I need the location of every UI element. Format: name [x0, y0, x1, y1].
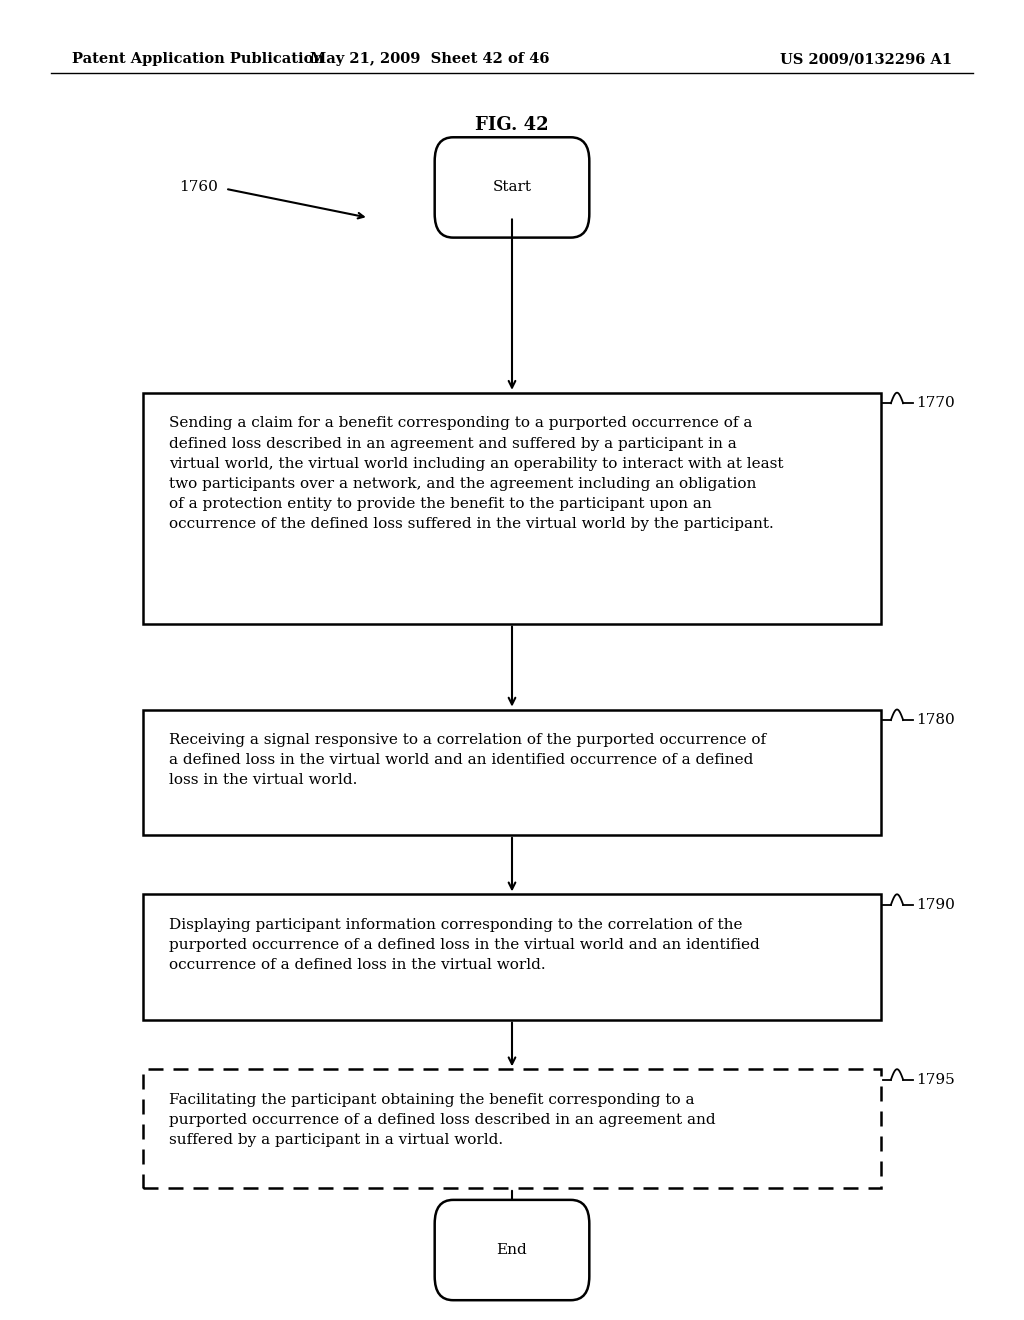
Bar — [143, 1069, 881, 1188]
Text: End: End — [497, 1243, 527, 1257]
Text: Patent Application Publication: Patent Application Publication — [72, 53, 324, 66]
Text: 1790: 1790 — [916, 898, 955, 912]
Bar — [143, 393, 881, 624]
Text: 1780: 1780 — [916, 713, 955, 727]
Text: May 21, 2009  Sheet 42 of 46: May 21, 2009 Sheet 42 of 46 — [310, 53, 550, 66]
Text: 1770: 1770 — [916, 396, 955, 411]
Text: Displaying participant information corresponding to the correlation of the
purpo: Displaying participant information corre… — [169, 919, 760, 972]
FancyBboxPatch shape — [434, 137, 590, 238]
Bar — [143, 710, 881, 836]
Bar — [143, 895, 881, 1019]
FancyBboxPatch shape — [434, 1200, 590, 1300]
Text: Start: Start — [493, 181, 531, 194]
Text: Sending a claim for a benefit corresponding to a purported occurrence of a
defin: Sending a claim for a benefit correspond… — [169, 417, 783, 531]
Text: 1760: 1760 — [179, 181, 218, 194]
Text: Receiving a signal responsive to a correlation of the purported occurrence of
a : Receiving a signal responsive to a corre… — [169, 734, 766, 787]
Text: Facilitating the participant obtaining the benefit corresponding to a
purported : Facilitating the participant obtaining t… — [169, 1093, 716, 1147]
Text: FIG. 42: FIG. 42 — [475, 116, 549, 135]
Text: 1795: 1795 — [916, 1073, 955, 1086]
Text: US 2009/0132296 A1: US 2009/0132296 A1 — [780, 53, 952, 66]
